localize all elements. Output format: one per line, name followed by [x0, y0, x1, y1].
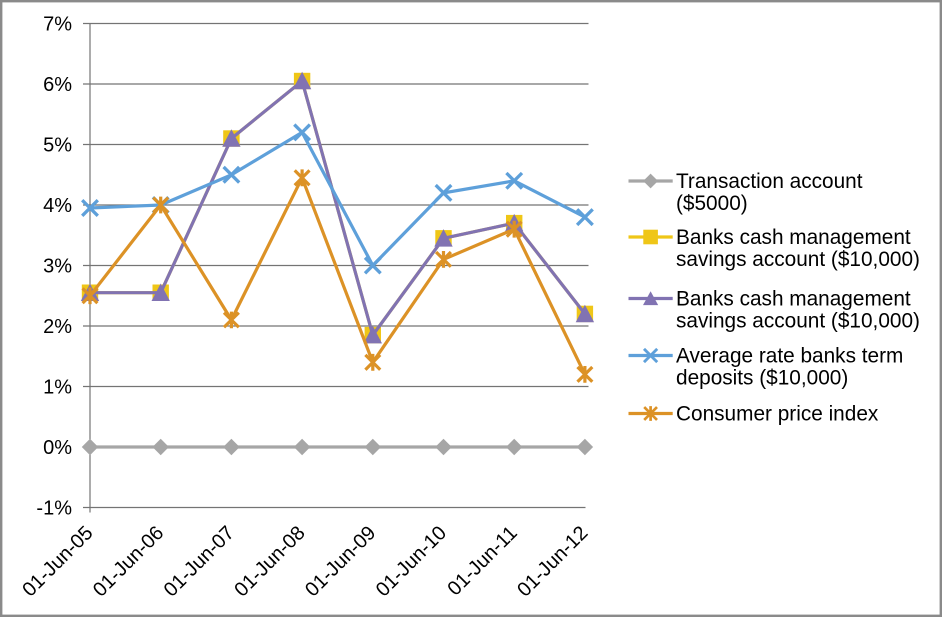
svg-text:1%: 1% [43, 377, 72, 399]
svg-text:savings account ($10,000): savings account ($10,000) [676, 248, 920, 271]
svg-text:deposits ($10,000): deposits ($10,000) [676, 367, 848, 390]
svg-text:Consumer price index: Consumer price index [676, 403, 879, 426]
svg-text:($5000): ($5000) [676, 192, 748, 215]
svg-text:Transaction account: Transaction account [676, 170, 863, 193]
svg-text:2%: 2% [43, 316, 72, 338]
svg-text:Banks cash management: Banks cash management [676, 226, 911, 249]
svg-text:4%: 4% [43, 195, 72, 217]
svg-text:Banks cash management: Banks cash management [676, 288, 911, 311]
svg-text:3%: 3% [43, 256, 72, 278]
svg-text:0%: 0% [43, 437, 72, 459]
svg-text:7%: 7% [43, 14, 72, 36]
svg-text:5%: 5% [43, 135, 72, 157]
svg-text:6%: 6% [43, 74, 72, 96]
svg-text:savings account ($10,000): savings account ($10,000) [676, 310, 920, 333]
svg-text:-1%: -1% [36, 498, 72, 520]
svg-text:Average rate banks term: Average rate banks term [676, 345, 903, 368]
